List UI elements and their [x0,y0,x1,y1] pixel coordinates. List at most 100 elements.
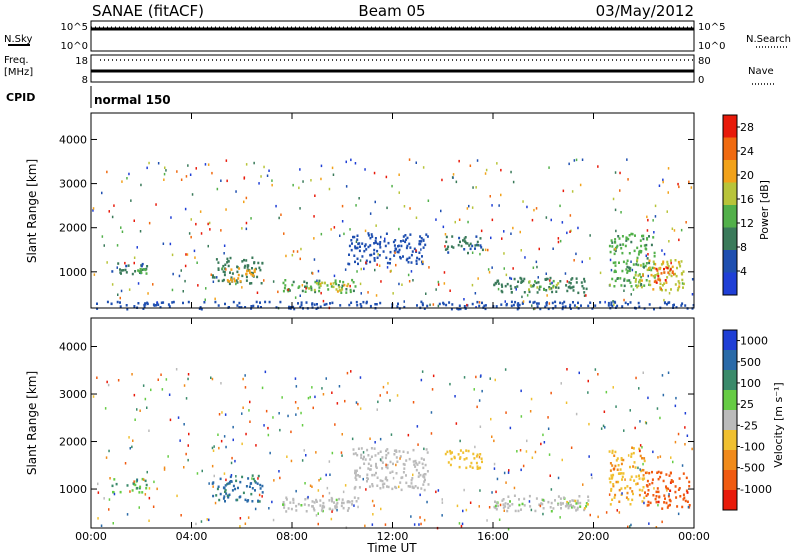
data-cell [628,234,631,237]
nsky-tick-bottom: 10^0 [61,41,88,52]
data-cell [226,257,229,261]
data-cell [613,270,616,274]
noise-cell [673,229,676,232]
data-cell [392,240,395,244]
data-cell [637,263,640,267]
data-cell [637,284,640,287]
data-cell [245,259,248,262]
data-cell [627,498,630,501]
data-cell [532,301,535,304]
noise-cell [647,396,649,400]
noise-cell [661,520,663,524]
data-cell [583,508,586,512]
noise-cell [659,455,662,458]
data-cell [521,502,524,506]
data-cell [335,282,338,286]
data-cell [635,278,637,281]
data-cell [450,307,453,311]
noise-cell [320,232,323,236]
data-cell [222,497,225,500]
noise-cell [542,512,544,516]
noise-cell [172,272,174,276]
noise-cell [331,510,333,513]
noise-cell [691,447,693,451]
noise-cell [106,170,108,174]
noise-cell [652,219,654,222]
data-cell [227,264,230,268]
noise-cell [398,191,400,194]
data-cell [653,307,655,311]
data-cell [557,286,560,290]
power-y-axis-label: Slant Range [km] [25,159,39,263]
data-cell [313,509,316,512]
data-cell [141,491,144,494]
data-cell [657,278,660,281]
data-cell [614,261,617,264]
data-cell [246,269,249,273]
noise-cell [208,221,211,225]
noise-cell [194,256,196,259]
data-cell [387,241,390,245]
nave-label: Nave [748,66,774,77]
data-cell [609,503,612,506]
noise-cell [254,507,257,511]
noise-cell [441,498,443,501]
data-cell [618,500,621,503]
data-cell [168,305,171,308]
noise-cell [223,472,226,475]
noise-cell [498,204,500,207]
nsearch-tick-bottom: 10^0 [698,41,725,52]
data-cell [223,487,226,490]
data-cell [334,280,337,284]
data-cell [573,506,576,509]
data-cell [630,455,633,458]
data-cell [391,470,394,473]
noise-cell [491,491,493,494]
data-cell [648,303,651,306]
data-cell [630,232,633,236]
noise-cell [475,186,477,189]
data-cell [384,244,387,248]
data-cell [661,507,664,510]
colorbar-tick-label: 16 [740,193,754,206]
noise-cell [113,204,115,207]
data-cell [484,307,487,311]
data-cell [681,505,684,509]
noise-cell [451,176,454,179]
data-cell [599,301,602,304]
data-cell [520,508,522,511]
noise-cell [530,508,533,512]
data-cell [347,507,350,510]
data-cell [562,305,565,309]
noise-cell [186,253,189,256]
noise-cell [529,410,532,413]
data-cell [376,242,379,246]
noise-cell [521,295,523,299]
data-cell [359,303,362,306]
data-cell [374,454,377,457]
noise-cell [477,277,479,280]
data-cell [655,490,658,494]
data-cell [618,237,621,240]
data-cell [244,264,247,268]
data-cell [421,260,423,264]
data-cell [516,307,519,311]
noise-cell [299,294,301,297]
noise-cell [629,409,631,412]
data-cell [539,307,542,311]
noise-cell [691,278,694,281]
noise-cell [187,377,189,381]
noise-cell [537,276,539,279]
noise-cell [627,454,630,457]
noise-cell [359,282,362,286]
noise-cell [360,267,362,271]
noise-cell [423,518,426,522]
noise-cell [597,373,599,376]
data-cell [627,303,629,306]
data-cell [320,509,323,512]
data-cell [502,503,505,506]
data-cell [574,499,577,503]
noise-cell [613,303,615,306]
data-cell [426,451,429,454]
data-cell [351,242,353,245]
